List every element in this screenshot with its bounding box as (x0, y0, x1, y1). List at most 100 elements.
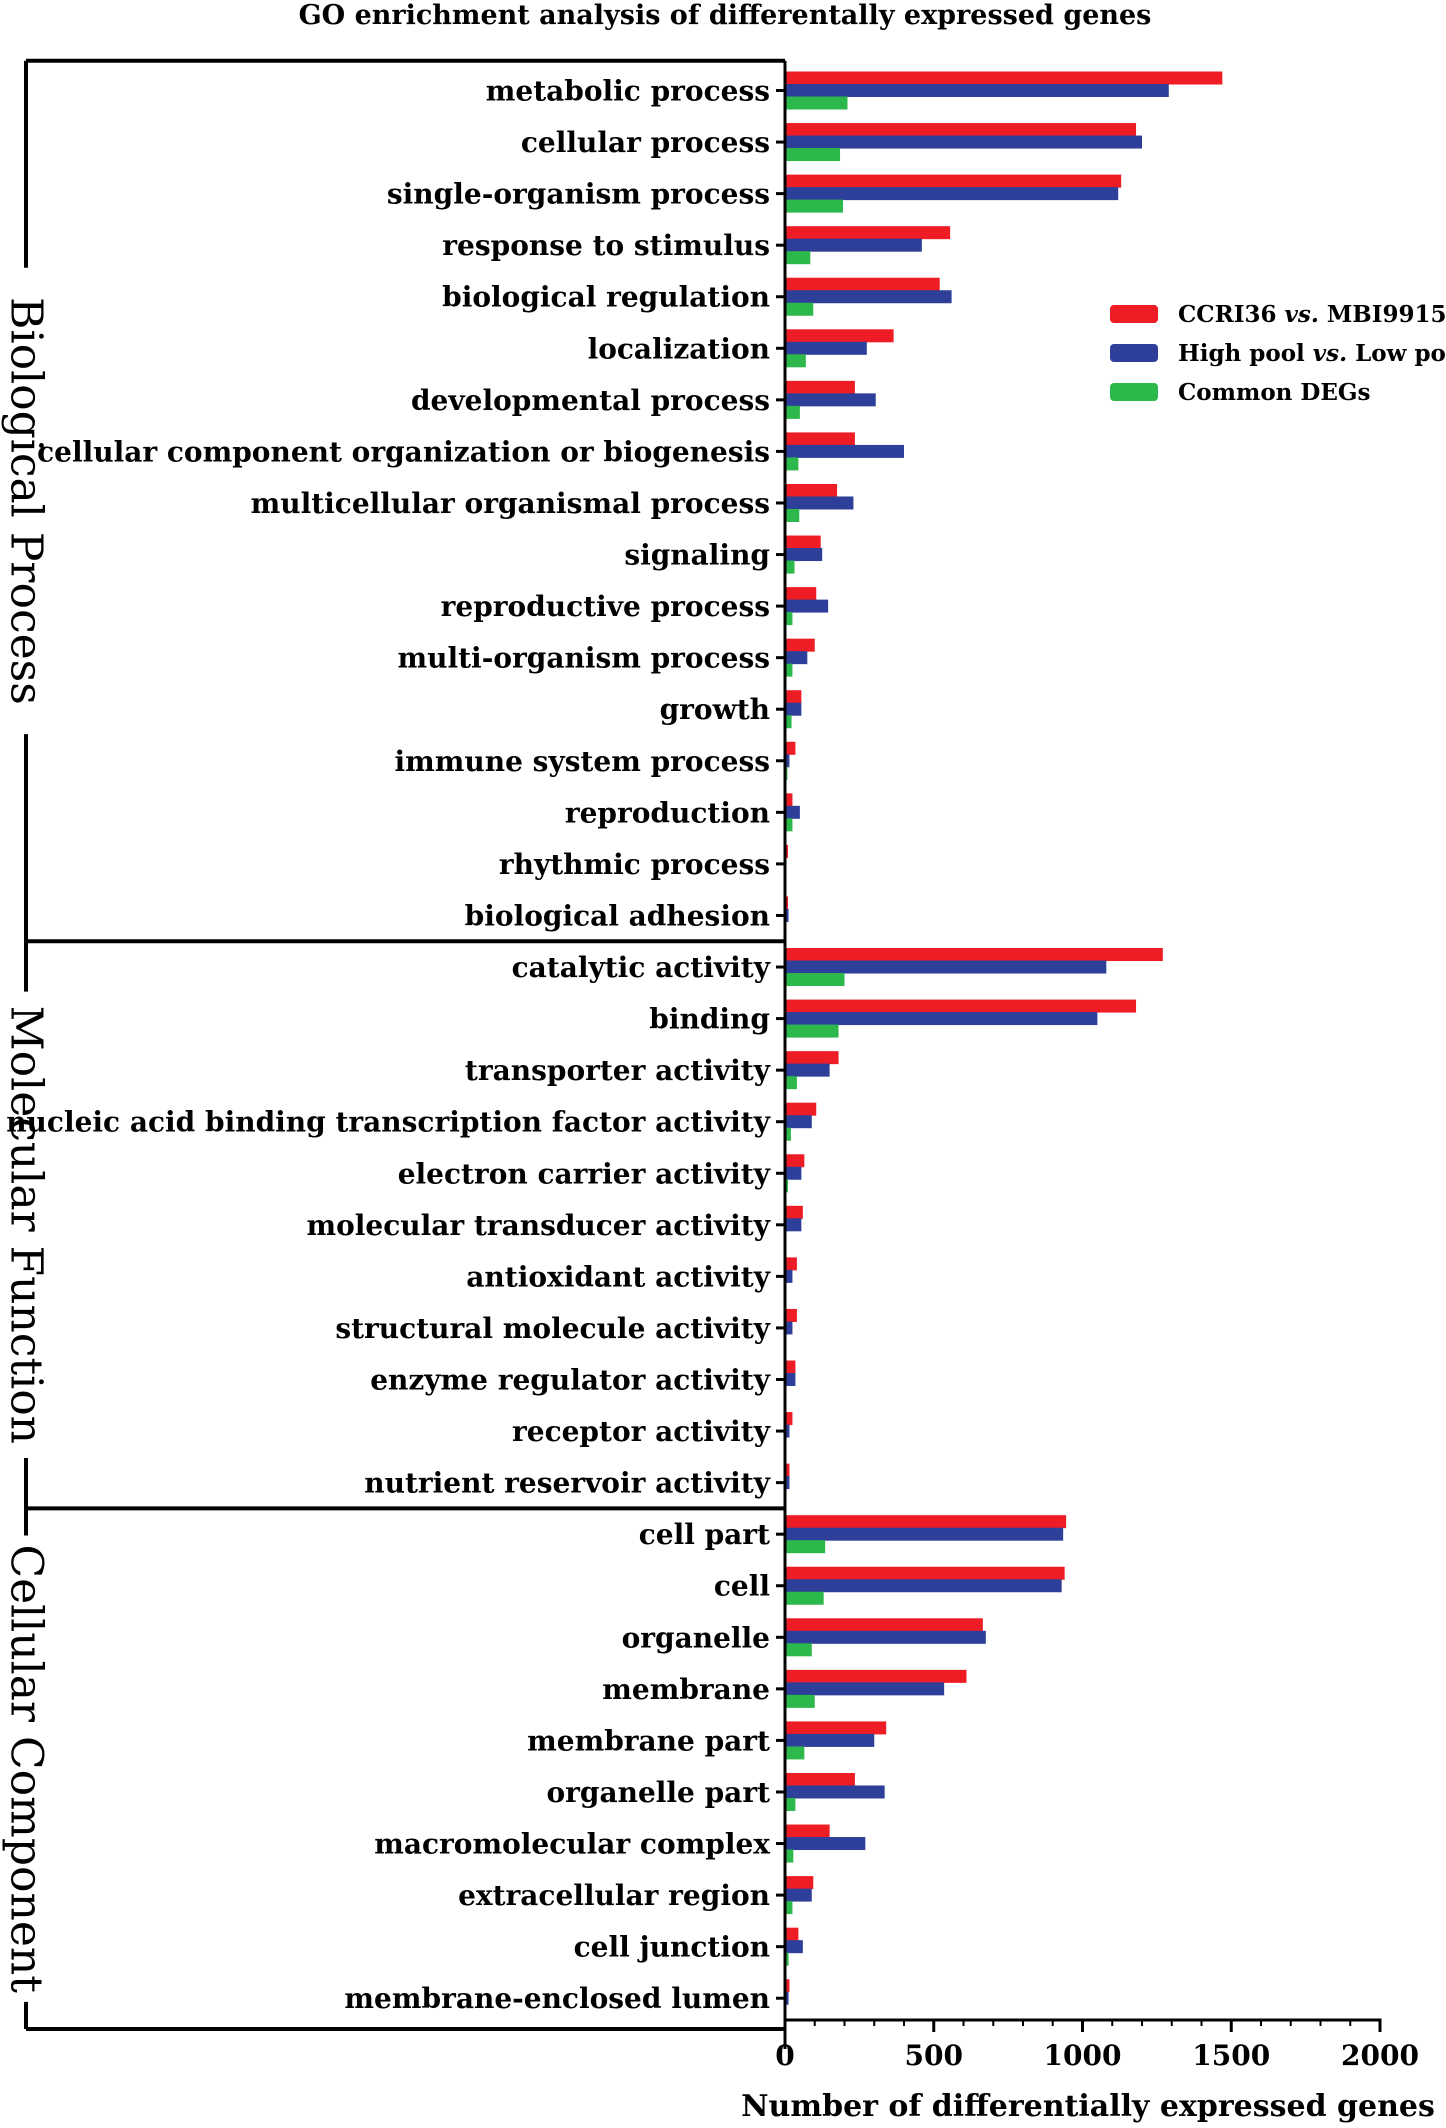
bar-common (785, 457, 799, 471)
bar-highpool (785, 187, 1119, 201)
bar-ccri36 (785, 226, 951, 240)
bar-ccri36 (785, 1412, 793, 1426)
bar-highpool (785, 135, 1142, 149)
bar-common (785, 405, 800, 419)
bar-common (785, 818, 793, 832)
category-label: molecular transducer activity (306, 1209, 770, 1242)
bar-ccri36 (785, 123, 1137, 137)
category-labels: metabolic process cellular process single-… (6, 75, 771, 2016)
category-label: receptor activity (512, 1415, 771, 1448)
bar-common (785, 560, 795, 574)
bar-highpool (785, 1579, 1062, 1593)
bar-highpool (785, 702, 802, 716)
bar-ccri36 (785, 690, 802, 704)
bar-highpool (785, 1424, 790, 1438)
category-label: cell (714, 1570, 770, 1603)
legend-label-part: MBI9915 (1319, 301, 1446, 328)
bar-highpool (785, 1940, 803, 1954)
legend-swatch (1110, 344, 1158, 362)
legend-swatch (1110, 383, 1158, 401)
bar-highpool (785, 599, 829, 613)
bar-highpool (785, 496, 854, 510)
bar-highpool (785, 1218, 802, 1232)
chart-title: GO enrichment analysis of differentally … (299, 0, 1152, 31)
bar-ccri36 (785, 71, 1223, 85)
group-label: Cellular Component (1, 1544, 52, 1993)
category-label: enzyme regulator activity (370, 1364, 771, 1397)
bar-ccri36 (785, 638, 815, 652)
category-label: developmental process (411, 384, 770, 417)
bar-highpool (785, 1837, 866, 1851)
x-tick-label: 500 (905, 2039, 963, 2072)
bar-ccri36 (785, 432, 855, 446)
bar-ccri36 (785, 1360, 796, 1374)
legend-label: CCRI36 vs. MBI9915 (1178, 301, 1446, 328)
category-label: reproduction (565, 796, 770, 829)
category-label: membrane-enclosed lumen (344, 1982, 770, 2015)
bar-common (785, 1952, 789, 1966)
legend-label: High pool vs. Low pool (1178, 340, 1446, 367)
bar-common (785, 612, 793, 626)
bar-common (785, 302, 814, 316)
group-label: Molecular Function (1, 1006, 52, 1444)
bar-common (785, 148, 841, 162)
category-label: organelle (622, 1621, 770, 1654)
bar-ccri36 (785, 174, 1122, 188)
bar-highpool (785, 238, 922, 252)
bar-highpool (785, 1991, 789, 2005)
group-brackets: Biological Process Molecular Function Cell… (1, 58, 785, 2031)
bar-ccri36 (785, 1824, 830, 1838)
legend-label-part: vs. (1313, 340, 1347, 367)
category-label: membrane part (527, 1724, 770, 1757)
category-label: multicellular organismal process (251, 487, 770, 520)
category-label: response to stimulus (442, 229, 770, 262)
category-label: binding (649, 1003, 770, 1036)
legend-label-part: vs. (1285, 301, 1319, 328)
bar-ccri36 (785, 1927, 799, 1941)
bar-ccri36 (785, 1102, 817, 1116)
bar-common (785, 251, 811, 265)
category-label: localization (588, 332, 770, 365)
legend: CCRI36 vs. MBI9915 High pool vs. Low pool… (1110, 301, 1446, 406)
bar-ccri36 (785, 329, 894, 343)
bar-ccri36 (785, 1979, 790, 1993)
bar-ccri36 (785, 1463, 790, 1477)
x-tick-label: 0 (775, 2039, 794, 2072)
bar-highpool (785, 1527, 1064, 1541)
bar-highpool (785, 84, 1169, 97)
bar-highpool (785, 754, 790, 768)
bar-ccri36 (785, 1205, 803, 1219)
category-label: growth (660, 693, 770, 726)
group-label: Biological Process (1, 297, 52, 705)
bar-common (785, 1849, 794, 1863)
bar-highpool (785, 341, 867, 355)
bar-highpool (785, 548, 823, 562)
bar-highpool (785, 444, 904, 458)
bar-highpool (785, 290, 952, 304)
bar-common (785, 1540, 826, 1554)
category-label: immune system process (395, 745, 770, 778)
bar-common (785, 663, 793, 677)
category-label: extracellular region (458, 1879, 770, 1912)
bar-highpool (785, 1888, 812, 1902)
x-tick-label: 1500 (1192, 2039, 1270, 2072)
bar-common (785, 715, 792, 729)
x-tick-label: 1000 (1044, 2039, 1122, 2072)
bar-ccri36 (785, 999, 1137, 1013)
bar-common (785, 1024, 839, 1038)
bar-common (785, 96, 848, 110)
bar-highpool (785, 393, 876, 407)
category-label: cellular process (521, 126, 770, 159)
bar-highpool (785, 1012, 1098, 1026)
bar-ccri36 (785, 1772, 855, 1786)
bar-ccri36 (785, 587, 817, 601)
category-label: macromolecular complex (374, 1828, 770, 1861)
bar-highpool (785, 908, 789, 922)
bar-highpool (785, 1785, 885, 1799)
category-label: membrane (602, 1673, 770, 1706)
bar-common (785, 1076, 797, 1090)
bar-ccri36 (785, 1669, 967, 1683)
category-label: signaling (624, 539, 770, 572)
bar-ccri36 (785, 1515, 1067, 1529)
bar-ccri36 (785, 1566, 1065, 1580)
